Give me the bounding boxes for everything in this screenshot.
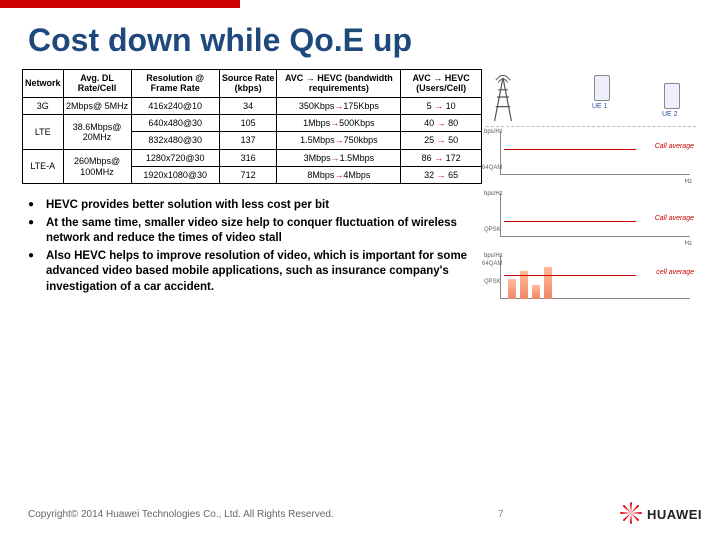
chart3-redline (504, 275, 636, 276)
table-row: LTE-A260Mbps@ 100MHz1280x720@303163Mbps→… (23, 149, 482, 166)
cell-users: 86 → 172 (401, 149, 482, 166)
chart1-ylabel: bps/Hz (484, 129, 503, 135)
table-row: LTE38.6Mbps@ 20MHz640x480@301051Mbps→500… (23, 115, 482, 132)
cell-src: 316 (219, 149, 277, 166)
cell-rate: 260Mbps@ 100MHz (63, 149, 131, 184)
bar (508, 279, 516, 299)
chart-1: bps/Hz Hz 64QAM Call average (486, 129, 696, 185)
chart1-callavg: Call average (655, 143, 694, 150)
chart3-callavg: cell average (656, 269, 694, 276)
comparison-table: Network Avg. DL Rate/Cell Resolution @ F… (22, 69, 482, 184)
chart1-qam: 64QAM (482, 165, 502, 171)
col-src: Source Rate (kbps) (219, 70, 277, 98)
col-res: Resolution @ Frame Rate (131, 70, 219, 98)
cell-network: LTE-A (23, 149, 64, 184)
cell-users: 25 → 50 (401, 132, 482, 149)
huawei-logo-text: HUAWEI (647, 507, 702, 522)
cell-rate: 2Mbps@ 5MHz (63, 97, 131, 114)
ue2-icon (664, 83, 680, 109)
cell-res: 416x240@10 (131, 97, 219, 114)
ue2-label: UE 2 (662, 111, 678, 118)
huawei-logo-icon (619, 501, 643, 528)
col-network: Network (23, 70, 64, 98)
cell-src: 712 (219, 167, 277, 184)
chart2-qpsk: QPSK (484, 227, 501, 233)
bullet-list: HEVC provides better solution with less … (22, 198, 482, 295)
cell-src: 137 (219, 132, 277, 149)
bullet-item: Also HEVC helps to improve resolution of… (28, 249, 482, 296)
cell-res: 832x480@30 (131, 132, 219, 149)
huawei-logo: HUAWEI (619, 501, 702, 528)
page-title: Cost down while Qo.E up (0, 8, 720, 69)
chart-3: bps/Hz 64QAM QPSK cell average (486, 253, 696, 309)
cell-res: 1920x1080@30 (131, 167, 219, 184)
cell-res: 1280x720@30 (131, 149, 219, 166)
cell-rate: 38.6Mbps@ 20MHz (63, 115, 131, 150)
bullet-item: HEVC provides better solution with less … (28, 198, 482, 214)
cell-res: 640x480@30 (131, 115, 219, 132)
cell-bw: 1.5Mbps→750kbps (277, 132, 401, 149)
chart3-64qam: 64QAM (482, 261, 502, 267)
copyright-text: Copyright© 2014 Huawei Technologies Co.,… (28, 509, 334, 520)
left-column: Network Avg. DL Rate/Cell Resolution @ F… (22, 69, 482, 315)
accent-bar (0, 0, 240, 8)
footer: Copyright© 2014 Huawei Technologies Co.,… (28, 501, 702, 528)
chart3-qpsk: QPSK (484, 279, 501, 285)
page-number: 7 (498, 509, 504, 520)
bar (544, 267, 552, 299)
cell-src: 105 (219, 115, 277, 132)
chart2-callavg: Call average (655, 215, 694, 222)
col-bw: AVC → HEVC (bandwidth requirements) (277, 70, 401, 98)
table-header-row: Network Avg. DL Rate/Cell Resolution @ F… (23, 70, 482, 98)
ue1-label: UE 1 (592, 103, 608, 110)
chart1-xlabel: Hz (685, 179, 692, 185)
cell-users: 32 → 65 (401, 167, 482, 184)
cell-network: 3G (23, 97, 64, 114)
chart2-redline (504, 221, 636, 222)
cell-src: 34 (219, 97, 277, 114)
table-row: 3G2Mbps@ 5MHz416x240@1034350Kbps→175Kbps… (23, 97, 482, 114)
chart3-bars (508, 263, 552, 299)
cell-network: LTE (23, 115, 64, 150)
chart1-redline (504, 149, 636, 150)
cell-users: 5 → 10 (401, 97, 482, 114)
cell-bw: 350Kbps→175Kbps (277, 97, 401, 114)
chart2-ylabel: bps/Hz (484, 191, 503, 197)
chart3-ylabel: bps/Hz (484, 253, 503, 259)
chart-2: bps/Hz Hz QPSK Call average (486, 191, 696, 247)
cell-bw: 1Mbps→500Kbps (277, 115, 401, 132)
tower-icon (490, 73, 516, 121)
main-content: Network Avg. DL Rate/Cell Resolution @ F… (0, 69, 720, 315)
cell-bw: 3Mbps→1.5Mbps (277, 149, 401, 166)
cell-bw: 8Mbps→4Mbps (277, 167, 401, 184)
right-column: UE 1 UE 2 bps/Hz Hz 64QAM Call average b… (486, 69, 696, 315)
cell-diagram: UE 1 UE 2 (486, 69, 696, 127)
ue1-icon (594, 75, 610, 101)
bullet-item: At the same time, smaller video size hel… (28, 216, 482, 247)
bar (532, 285, 540, 299)
chart2-xlabel: Hz (685, 241, 692, 247)
cell-users: 40 → 80 (401, 115, 482, 132)
col-users: AVC → HEVC (Users/Cell) (401, 70, 482, 98)
col-rate: Avg. DL Rate/Cell (63, 70, 131, 98)
